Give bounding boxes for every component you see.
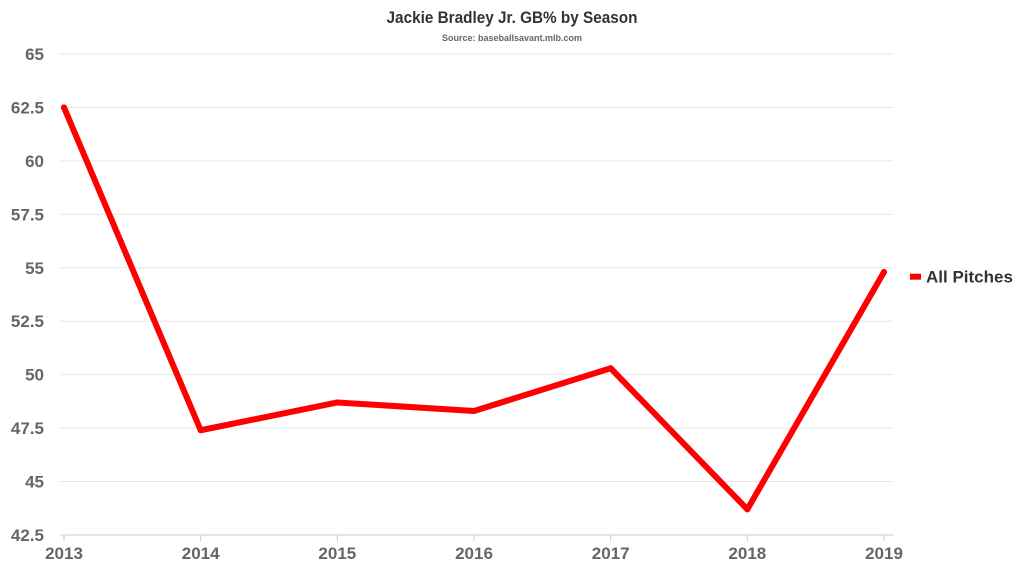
data-point: [881, 269, 887, 276]
x-tick-label: 2018: [728, 544, 766, 563]
legend: All Pitches: [910, 268, 1013, 287]
y-tick-label: 62.5: [11, 98, 44, 117]
y-tick-label: 65: [25, 45, 44, 64]
x-tick-label: 2015: [318, 544, 356, 563]
grid-lines: [60, 53, 893, 536]
data-point: [607, 365, 614, 372]
y-tick-label: 55: [25, 259, 44, 278]
axes: 42.5 45 47.5 50 52.5 55 57.5 60 62.5 65 2013 2014 20…: [11, 45, 903, 563]
x-tick-label: 2016: [455, 544, 493, 563]
series-lines: [61, 104, 887, 513]
data-point: [744, 506, 751, 513]
data-point: [334, 399, 341, 406]
y-tick-label: 60: [25, 152, 44, 171]
x-tick-label: 2013: [45, 544, 83, 563]
y-tick-label: 45: [25, 473, 44, 492]
x-tick-label: 2019: [865, 544, 903, 563]
y-tick-label: 42.5: [11, 526, 44, 545]
data-point: [61, 104, 67, 111]
data-point: [197, 427, 204, 434]
y-tick-label: 47.5: [11, 419, 44, 438]
x-tick-label: 2014: [182, 544, 220, 563]
chart-title: Jackie Bradley Jr. GB% by Season: [386, 8, 638, 27]
chart-subtitle: Source: baseballsavant.mlb.com: [441, 33, 583, 43]
y-tick-label: 50: [25, 366, 44, 385]
legend-item-label: All Pitches: [926, 268, 1013, 287]
series-line: [61, 104, 887, 513]
x-tick-label: 2017: [592, 544, 630, 563]
y-tick-label: 57.5: [11, 205, 44, 224]
data-point: [471, 408, 477, 415]
y-tick-label: 52.5: [11, 312, 44, 331]
